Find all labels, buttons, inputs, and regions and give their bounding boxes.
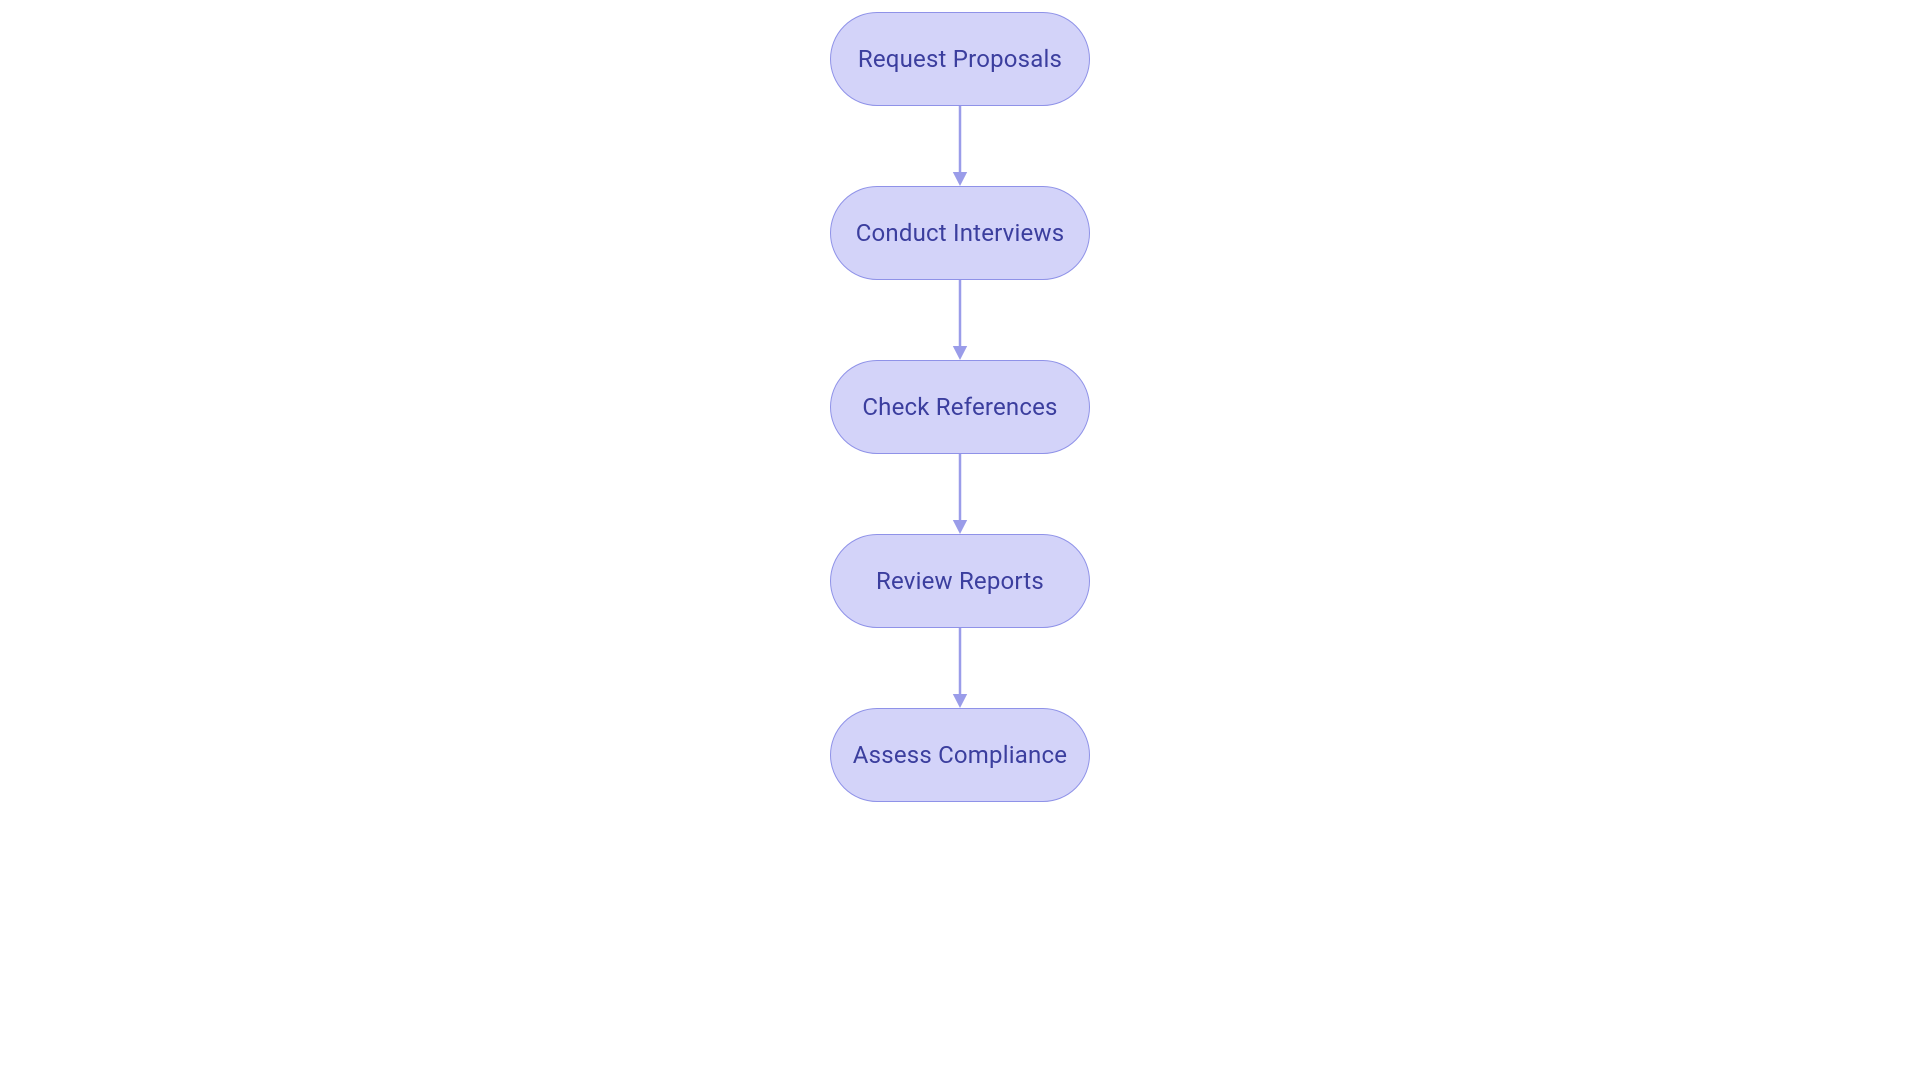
arrow-down-icon (948, 280, 972, 360)
node-assess-compliance: Assess Compliance (830, 708, 1090, 802)
node-review-reports: Review Reports (830, 534, 1090, 628)
node-label: Assess Compliance (853, 741, 1067, 769)
edge-3-4 (825, 454, 1095, 534)
node-label: Review Reports (876, 567, 1044, 595)
node-conduct-interviews: Conduct Interviews (830, 186, 1090, 280)
arrow-down-icon (948, 106, 972, 186)
node-request-proposals: Request Proposals (830, 12, 1090, 106)
node-label: Request Proposals (858, 45, 1062, 73)
flowchart-container: Request Proposals Conduct Interviews Che… (825, 12, 1095, 802)
arrow-down-icon (948, 628, 972, 708)
edge-4-5 (825, 628, 1095, 708)
node-label: Conduct Interviews (856, 219, 1065, 247)
node-check-references: Check References (830, 360, 1090, 454)
edge-1-2 (825, 106, 1095, 186)
arrow-down-icon (948, 454, 972, 534)
node-label: Check References (862, 393, 1057, 421)
edge-2-3 (825, 280, 1095, 360)
